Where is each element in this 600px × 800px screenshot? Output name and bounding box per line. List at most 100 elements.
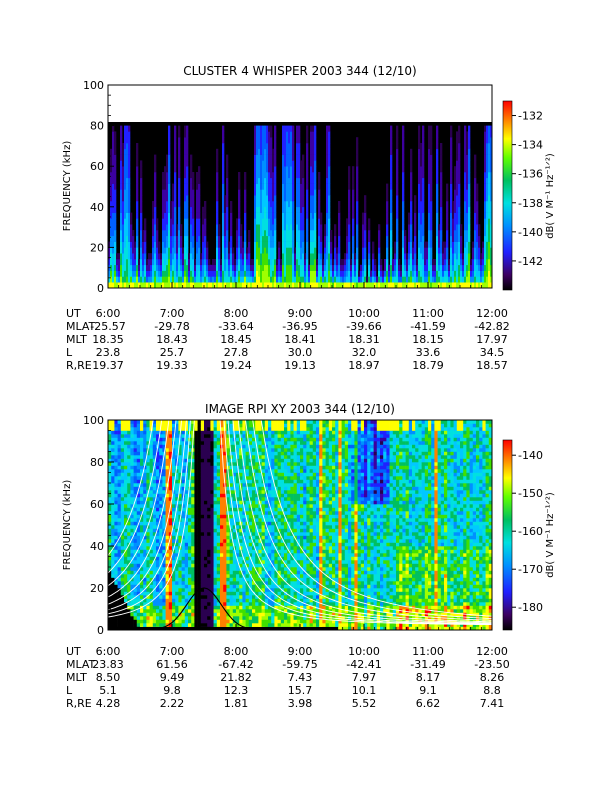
overlay-curve (108, 420, 492, 625)
overlay-curve (108, 420, 492, 621)
panel-1-y-axis: 0 20 40 60 80 100 (83, 79, 114, 295)
colorbar-tick-label: -140 (518, 226, 543, 239)
colorbar-tick-label: -136 (518, 168, 543, 181)
ephemeris-value: 61.56 (156, 658, 188, 671)
ephemeris-value: 8.50 (95, 671, 121, 684)
ephemeris-value: 8:00 (223, 645, 249, 658)
ephemeris-value: -59.75 (282, 658, 318, 671)
y-tick-label: 40 (90, 201, 104, 214)
ephemeris-value: 4.28 (95, 697, 121, 710)
ephemeris-value: 18.31 (348, 333, 380, 346)
ephemeris-value: 23.8 (95, 346, 121, 359)
y-tick-label: 40 (90, 540, 104, 553)
ephemeris-value: 7:00 (159, 307, 185, 320)
ephemeris-value: 7.43 (287, 671, 313, 684)
panel-1-colorbar (502, 100, 513, 291)
ephemeris-row-label: MLT (66, 333, 87, 346)
ephemeris-value: 12.3 (223, 684, 249, 697)
ephemeris-value: -25.57 (90, 320, 126, 333)
y-tick-label: 100 (83, 414, 104, 427)
panel-1-colorbar-ticks: -132 -134 -136 -138 -140 -142 (512, 110, 543, 268)
panel-2-x-axis (107, 624, 493, 630)
y-tick-label: 80 (90, 456, 104, 469)
panel-2-colorbar-ticks: -140 -150 -160 -170 -180 (512, 449, 543, 614)
ephemeris-value: 9.49 (159, 671, 185, 684)
ephemeris-value: 19.37 (92, 359, 124, 372)
ephemeris-row-label: MLT (66, 671, 87, 684)
ephemeris-value: 8.17 (415, 671, 441, 684)
ephemeris-value: 6.62 (415, 697, 441, 710)
ephemeris-value: 12:00 (476, 645, 508, 658)
overlay-curve (108, 420, 492, 617)
ephemeris-value: 9:00 (287, 645, 313, 658)
ephemeris-value: 6:00 (95, 307, 121, 320)
ephemeris-value: 18.79 (412, 359, 444, 372)
overlay-curve (108, 420, 492, 625)
ephemeris-value: -39.66 (346, 320, 382, 333)
ephemeris-value: 7.41 (479, 697, 505, 710)
panel-2-y-axis: 0 20 40 60 80 100 (83, 414, 114, 637)
ephemeris-value: 15.7 (287, 684, 313, 697)
ephemeris-value: -36.95 (282, 320, 318, 333)
ephemeris-row-label: L (66, 346, 73, 359)
ephemeris-value: 18.97 (348, 359, 380, 372)
ephemeris-value: 19.33 (156, 359, 188, 372)
ephemeris-value: 3.98 (287, 697, 313, 710)
y-tick-label: 60 (90, 160, 104, 173)
ephemeris-row-label: MLAT (66, 320, 96, 333)
ephemeris-value: 8.26 (479, 671, 505, 684)
panel-2-colorbar (502, 439, 513, 631)
overlay-curve (108, 420, 492, 626)
ephemeris-value: 9.1 (419, 684, 437, 697)
panel-1-title: CLUSTER 4 WHISPER 2003 344 (12/10) (183, 64, 416, 78)
ephemeris-value: 23.83 (92, 658, 124, 671)
ephemeris-value: 12:00 (476, 307, 508, 320)
ephemeris-value: 34.5 (479, 346, 505, 359)
ephemeris-value: 25.7 (159, 346, 185, 359)
ephemeris-value: 6:00 (95, 645, 121, 658)
overlay-curve (108, 420, 492, 624)
ephemeris-value: 8:00 (223, 307, 249, 320)
panel-2-colorbar-label: dB( V M⁻¹ Hz⁻¹ᐟ²) (545, 492, 556, 578)
ephemeris-value: 11:00 (412, 307, 444, 320)
ephemeris-row-label: UT (66, 645, 81, 658)
ephemeris-value: 5.52 (351, 697, 377, 710)
ephemeris-value: 18.43 (156, 333, 188, 346)
ephemeris-value: 10:00 (348, 307, 380, 320)
panel-2: IMAGE RPI XY 2003 344 (12/10) 0 20 40 60 80 1… (62, 402, 556, 637)
ephemeris-value: 18.35 (92, 333, 124, 346)
panel-2-overlay-curves (108, 420, 492, 630)
panel-1-spectrogram (108, 122, 492, 288)
ephemeris-value: 10:00 (348, 645, 380, 658)
panel-1-x-axis (107, 282, 493, 288)
colorbar-tick-label: -134 (518, 139, 543, 152)
ephemeris-value: -42.41 (346, 658, 382, 671)
ephemeris-value: 10.1 (351, 684, 377, 697)
ephemeris-value: 17.97 (476, 333, 508, 346)
ephemeris-value: 21.82 (220, 671, 252, 684)
ephemeris-value: -33.64 (218, 320, 254, 333)
overlay-curve (108, 420, 492, 623)
ephemeris-value: 19.13 (284, 359, 316, 372)
ephemeris-row-label: MLAT (66, 658, 96, 671)
ephemeris-value: 18.57 (476, 359, 508, 372)
ephemeris-value: 33.6 (415, 346, 441, 359)
ephemeris-value: -23.50 (474, 658, 510, 671)
panel-1: CLUSTER 4 WHISPER 2003 344 (12/10) 0 20 40… (62, 64, 556, 295)
y-tick-label: 0 (97, 282, 104, 295)
y-tick-label: 20 (90, 582, 104, 595)
ephemeris-value: 5.1 (99, 684, 117, 697)
ephemeris-value: 8.8 (483, 684, 501, 697)
plasma-frequency-curve (108, 587, 492, 630)
panel-1-colorbar-label: dB( V M⁻¹ Hz⁻¹ᐟ²) (545, 153, 556, 239)
ephemeris-value: -31.49 (410, 658, 446, 671)
ephemeris-value: 2.22 (159, 697, 185, 710)
ephemeris-value: 32.0 (351, 346, 377, 359)
ephemeris-value: 18.15 (412, 333, 444, 346)
colorbar-tick-label: -160 (518, 525, 543, 538)
panel-1-y-label: FREQUENCY (kHz) (62, 141, 73, 232)
ephemeris-row-label: R,RE (66, 359, 92, 372)
colorbar-tick-label: -132 (518, 110, 543, 123)
ephemeris-value: -29.78 (154, 320, 190, 333)
